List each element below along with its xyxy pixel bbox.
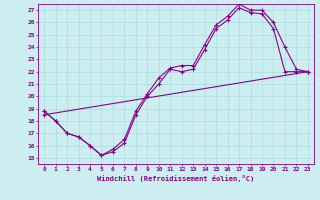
X-axis label: Windchill (Refroidissement éolien,°C): Windchill (Refroidissement éolien,°C) — [97, 175, 255, 182]
